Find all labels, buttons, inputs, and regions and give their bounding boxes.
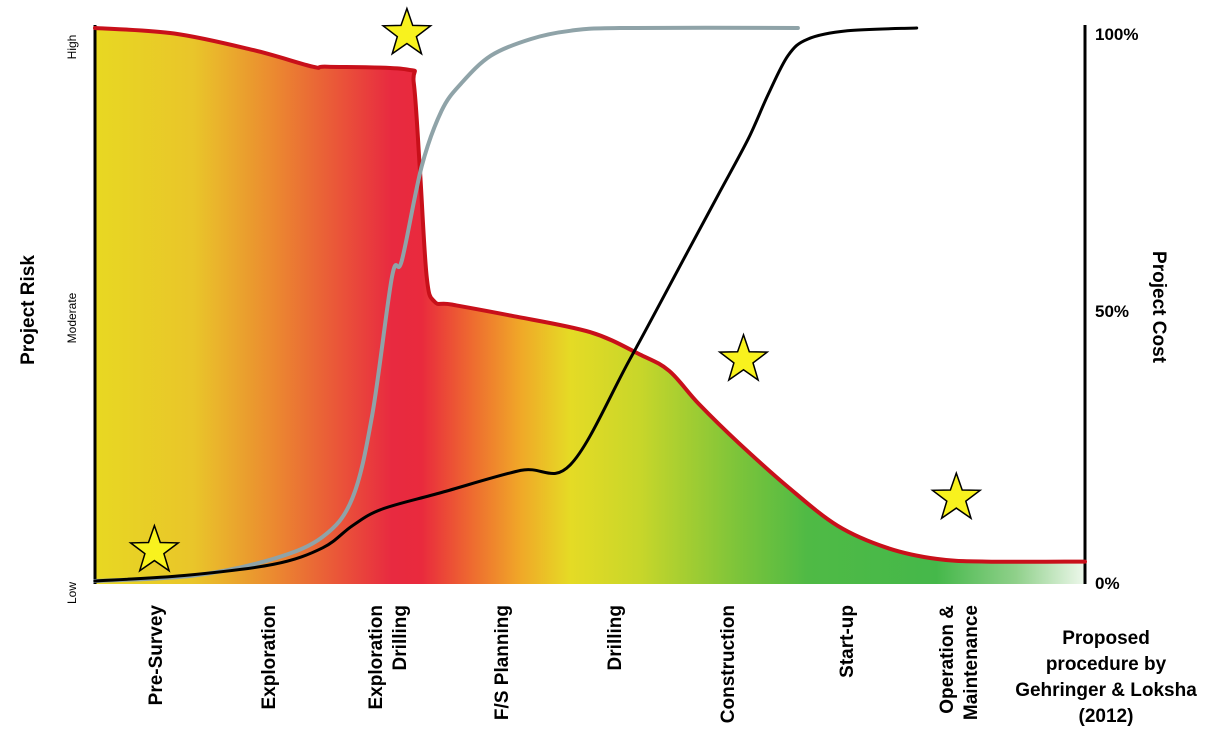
phase-label: Drilling [390, 605, 411, 670]
star-icon [930, 470, 983, 521]
phase-label: Start-up [837, 605, 858, 678]
phase-labels: Pre-Survey Exploration Exploration Drilling… [146, 605, 982, 724]
cost-curve-b-line [93, 26, 919, 583]
left-tick-label: Low [65, 582, 79, 604]
phase-label: Maintenance [961, 605, 982, 720]
right-tick-label: 50% [1095, 302, 1129, 321]
cost-curve-a-line [93, 25, 800, 583]
right-tick-label: 0% [1095, 574, 1120, 593]
phase-label: Exploration [259, 605, 280, 710]
left-axis-ticks: High Moderate Low [65, 35, 79, 604]
phase-label: Operation & [937, 605, 958, 714]
risk-area-line [93, 26, 1087, 564]
annotation-line: procedure by [1046, 654, 1167, 675]
annotation-line: Proposed [1062, 628, 1150, 649]
curves [93, 25, 1087, 583]
left-tick-label: Moderate [65, 292, 79, 343]
milestone-stars [128, 6, 983, 573]
left-axis-label: Project Risk [18, 255, 39, 365]
annotation-line: Gehringer & Loksha [1015, 680, 1197, 701]
annotation-line: (2012) [1079, 706, 1134, 727]
risk-area-fill [95, 28, 1085, 584]
phase-label: Pre-Survey [146, 605, 167, 706]
star-icon [128, 523, 181, 573]
phase-label: F/S Planning [492, 605, 513, 720]
star-icon [380, 6, 433, 56]
left-tick-label: High [65, 35, 79, 60]
phase-label: Exploration [366, 605, 387, 710]
right-axis-label: Project Cost [1148, 251, 1169, 364]
right-axis-ticks: 100% 50% 0% [1095, 25, 1138, 593]
star-icon [717, 332, 770, 382]
procedure-annotation: Proposed procedure by Gehringer & Loksha (2… [1015, 628, 1197, 727]
phase-label: Drilling [605, 605, 626, 670]
phase-label: Construction [718, 605, 739, 723]
right-tick-label: 100% [1095, 25, 1138, 44]
